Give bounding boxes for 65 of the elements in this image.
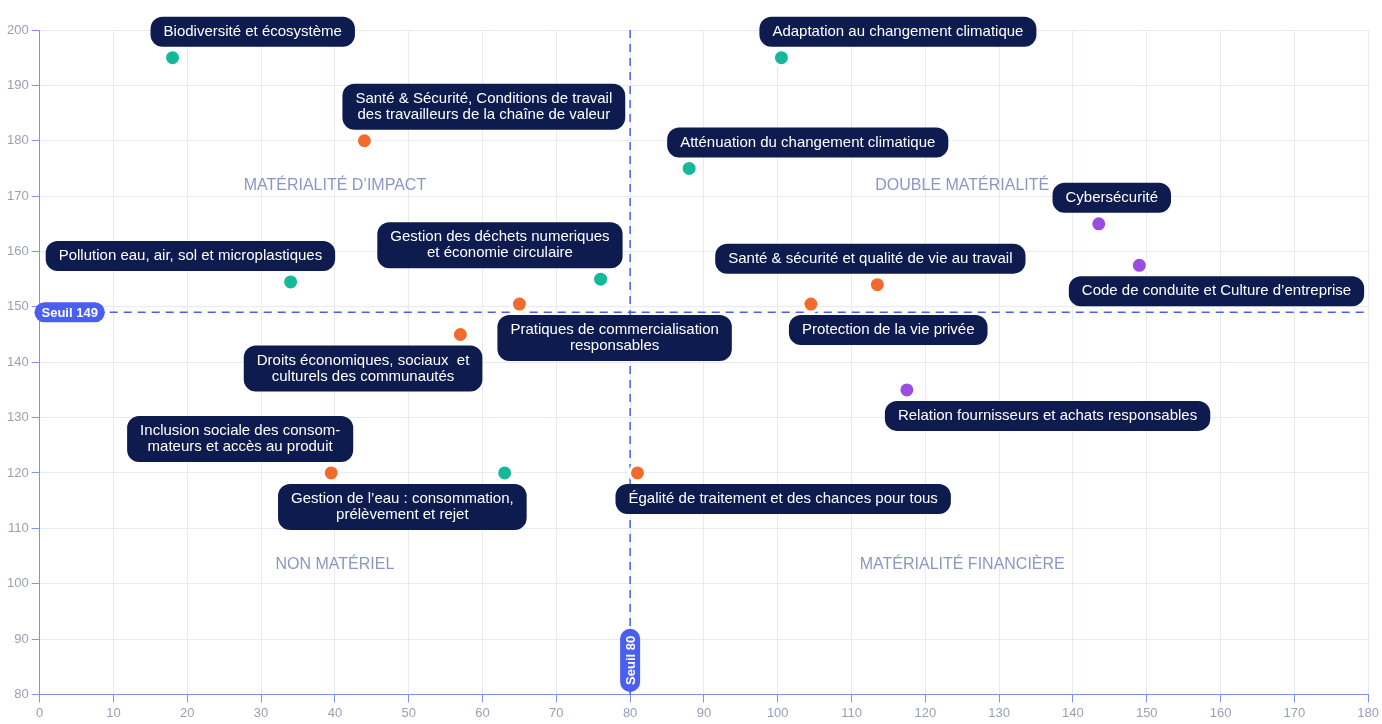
x-tick-label: 170 — [1283, 704, 1306, 720]
y-tick-label: 180 — [6, 132, 29, 148]
series-label: Gestion des déchets numeriques et économie circulaire — [390, 227, 610, 261]
y-tick-label: 140 — [6, 353, 29, 369]
y-tick-label: 150 — [6, 298, 29, 314]
y-tick-label: 170 — [6, 187, 29, 203]
x-tick-label: 110 — [841, 704, 862, 720]
x-tick-label: 100 — [766, 704, 789, 720]
x-tick-label: 180 — [1357, 704, 1380, 720]
x-tick-label: 140 — [1062, 704, 1084, 720]
annotation: MATÉRIALITÉ FINANCIÈRE — [859, 553, 1065, 572]
annotation: MATÉRIALITÉ D’IMPACT — [243, 174, 427, 193]
series-label: Protection de la vie privée — [801, 320, 975, 338]
x-tick-label: 130 — [988, 704, 1010, 720]
y-tick-label: 190 — [6, 76, 29, 92]
x-tick-label: 0 — [36, 704, 44, 720]
series-label: Santé & Sécurité, Conditions de travail des travailleurs de la chaîne de valeur — [355, 88, 613, 122]
x-tick-label: 80 — [622, 704, 638, 720]
series-label: Égalité de traitement et des chances pour tous — [628, 489, 938, 507]
x-tick-label: 60 — [475, 704, 490, 720]
point — [1089, 214, 1109, 234]
x-tick-label: 150 — [1135, 704, 1158, 720]
series-label: Inclusion sociale des consom- mateurs et accès au produit — [140, 421, 341, 455]
point — [1129, 255, 1149, 275]
series-label: Pratiques de commercialisation responsables — [510, 320, 719, 354]
point — [591, 269, 611, 289]
series-label: Atténuation du changement climatique — [680, 132, 936, 150]
text: Code de conduite et Culture d’entreprise — [1081, 281, 1352, 299]
point — [801, 294, 821, 314]
series-label: Cybersécurité — [1065, 187, 1159, 205]
y-tick-label: 130 — [6, 409, 29, 425]
x-tick-label: 70 — [549, 704, 564, 720]
x-tick-label: 160 — [1209, 704, 1232, 720]
y-tick-label: 90 — [14, 630, 29, 646]
x-tick-label: 30 — [253, 704, 269, 720]
point — [509, 294, 529, 314]
x-tick-label: 20 — [180, 704, 195, 720]
y-tick-label: 110 — [7, 519, 29, 535]
series-label: Droits économiques, sociaux et culturels des communautés — [256, 350, 471, 384]
x-tick-label: 90 — [696, 704, 712, 720]
point — [354, 131, 374, 151]
y-tick-label: 120 — [6, 464, 29, 480]
x-tick-label: 50 — [401, 704, 416, 720]
series-label: Relation fournisseurs et achats responsables — [897, 406, 1198, 424]
series-label: Biodiversité et écosystème — [163, 21, 342, 39]
series-label: Gestion de l’eau : consommation, prélèvement et rejet — [291, 489, 514, 523]
y-tick-label: 100 — [6, 575, 29, 591]
x-tick-label: 120 — [914, 704, 937, 720]
annotation: NON MATÉRIEL — [275, 553, 395, 572]
series-label: Adaptation au changement climatique — [772, 21, 1024, 39]
point — [897, 380, 917, 400]
point — [495, 463, 515, 483]
point — [628, 463, 647, 483]
point — [867, 275, 887, 295]
annotation: DOUBLE MATÉRIALITÉ — [875, 174, 1050, 193]
point — [321, 463, 341, 483]
ref-line-label: Seuil 149 — [41, 304, 98, 320]
x-tick-label: 10 — [106, 704, 121, 720]
series-label: Santé & sécurité et qualité de vie au travail — [728, 248, 1013, 266]
y-tick-label: 80 — [14, 685, 29, 701]
y-tick-label: 200 — [6, 21, 29, 37]
ref-line-label: Seuil 80 — [622, 635, 638, 685]
y-tick-label: 160 — [6, 243, 29, 259]
x-tick-label: 40 — [327, 704, 343, 720]
series-label: Pollution eau, air, sol et microplastiques — [58, 246, 323, 264]
